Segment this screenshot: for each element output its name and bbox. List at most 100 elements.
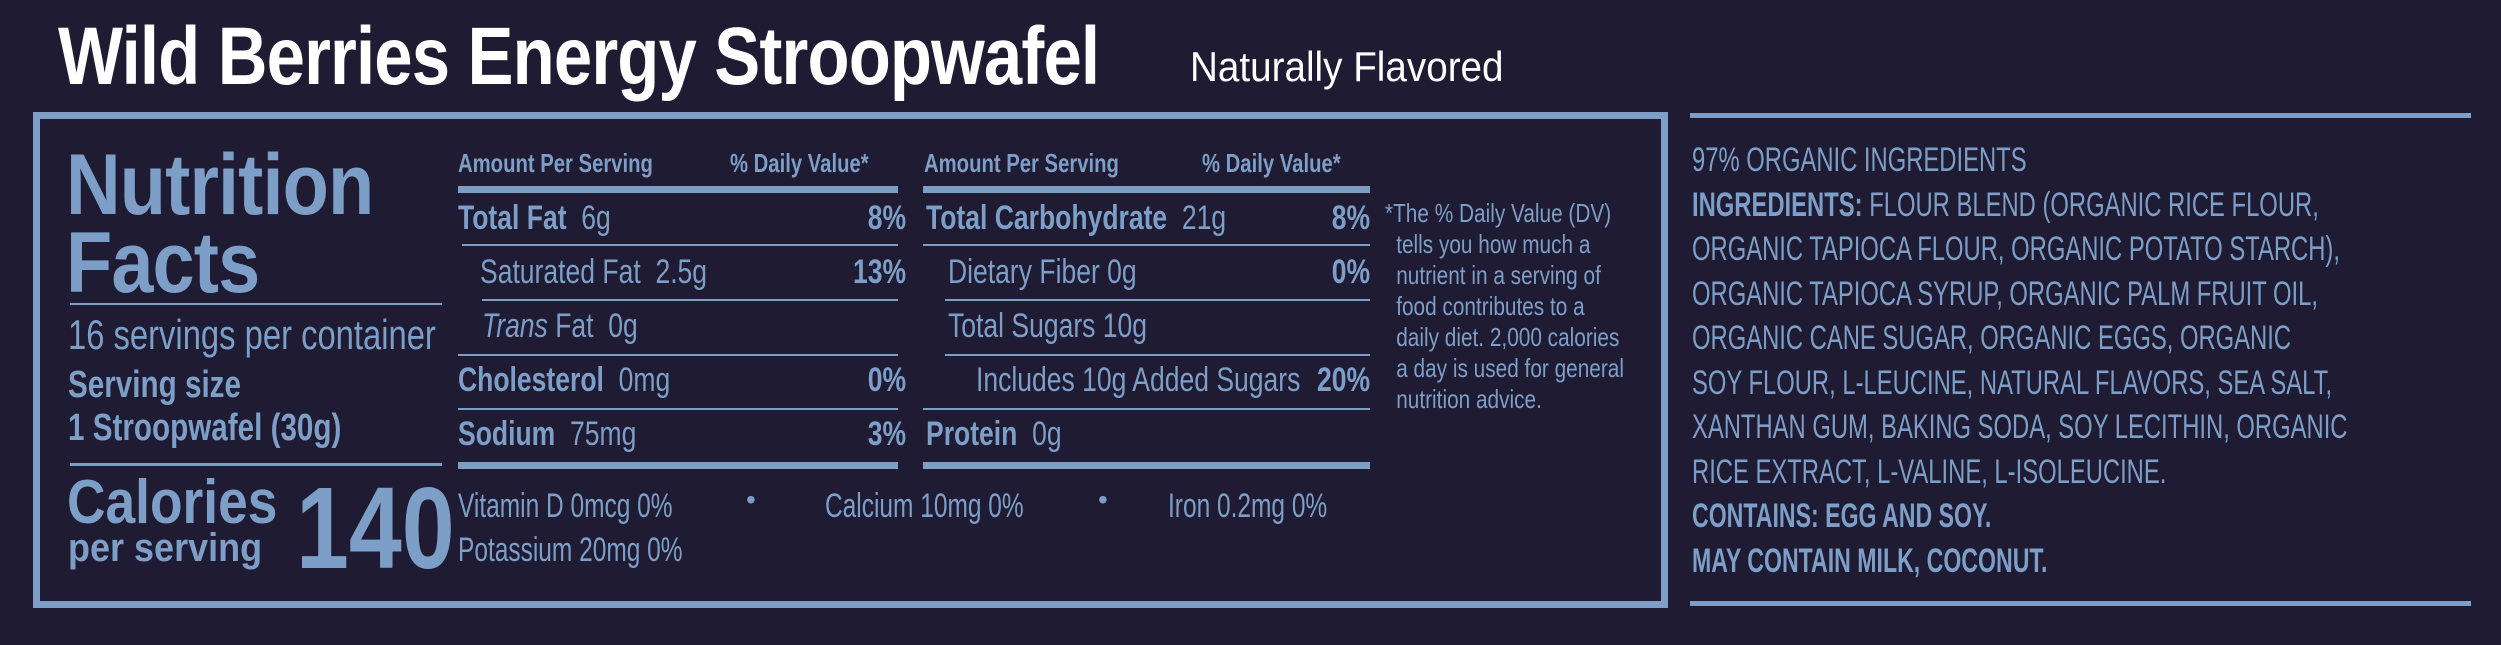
- nutrition-facts-heading: Nutrition Facts: [66, 137, 374, 311]
- nutrient-name: Total Carbohydrate: [926, 199, 1168, 237]
- nutrient-label: Total Sugars 10g: [948, 306, 1147, 346]
- table-row: Protein 0g: [926, 414, 1368, 456]
- potassium: Potassium 20mg 0%: [458, 531, 683, 569]
- divider: [70, 303, 442, 305]
- nutrient-dv: 8%: [867, 199, 906, 237]
- nutrient-label: Dietary Fiber 0g: [948, 252, 1137, 292]
- table-row: Dietary Fiber 0g 0%: [926, 252, 1370, 294]
- header-daily-value: % Daily Value*: [730, 148, 869, 178]
- nutrient-name: Total Sugars: [948, 307, 1096, 345]
- nutrient-amount: 75mg: [569, 415, 637, 453]
- nutrient-amount: 6g: [581, 199, 611, 237]
- footnote-line: a day is used for general: [1396, 353, 1624, 383]
- nutrient-amount: 0g: [1032, 415, 1062, 453]
- nutrient-label: Total Carbohydrate 21g: [926, 198, 1226, 238]
- table-row: Sodium 75mg 3%: [458, 414, 906, 456]
- header-amount-per-serving: Amount Per Serving: [924, 148, 1119, 178]
- serving-size-label: Serving size: [68, 364, 290, 406]
- nutrient-dv: 20%: [1316, 361, 1370, 399]
- nutrient-table-left: Amount Per Serving % Daily Value*: [458, 148, 900, 178]
- table-row: Total Fat 6g 8%: [458, 198, 906, 240]
- row-divider: [462, 244, 898, 246]
- ingredients-panel: 97% ORGANIC INGREDIENTS INGREDIENTS: FLO…: [1692, 138, 2501, 583]
- ingredients-line: INGREDIENTS: FLOUR BLEND (ORGANIC RICE F…: [1692, 183, 2347, 228]
- product-subtitle: Naturally Flavored: [1190, 43, 1504, 90]
- ingredients-line: SOY FLOUR, L-LEUCINE, NATURAL FLAVORS, S…: [1692, 363, 2333, 402]
- vitamin-item: Calcium 10mg 0%: [825, 486, 1101, 526]
- footnote-line: nutrition advice.: [1396, 384, 1542, 414]
- header-daily-value: % Daily Value*: [1202, 148, 1341, 178]
- servings-per-container: 16 servings per container: [68, 312, 540, 358]
- nutrient-amount: 2.5g: [655, 253, 708, 291]
- nutrient-label: Saturated Fat 2.5g: [480, 252, 707, 292]
- serving-size-label-text: Serving size: [68, 364, 241, 406]
- nutrient-dv: 8%: [1331, 199, 1370, 237]
- nutrient-label: Sodium 75mg: [458, 414, 636, 454]
- iron: Iron 0.2mg 0%: [1168, 487, 1328, 525]
- vitamin-item: Iron 0.2mg 0%: [1168, 486, 1389, 526]
- heading-line-1: Nutrition: [66, 137, 374, 233]
- table-row: Trans Fat 0g: [458, 306, 898, 348]
- row-divider: [945, 354, 1370, 356]
- nutrient-label: Trans Fat 0g: [482, 306, 638, 346]
- table-row: Total Carbohydrate 21g 8%: [926, 198, 1370, 240]
- nutrient-name-italic: Trans: [482, 307, 548, 345]
- table-row: Cholesterol 0mg 0%: [458, 360, 906, 402]
- calories-value: 140: [296, 470, 490, 586]
- footnote-line: nutrient in a serving of: [1396, 260, 1601, 290]
- serving-size-value-text: 1 Stroopwafel (30g): [68, 407, 342, 449]
- ingredients-label: INGREDIENTS:: [1692, 185, 1863, 224]
- row-divider: [482, 299, 898, 301]
- vitamin-d: Vitamin D 0mcg 0%: [458, 487, 673, 525]
- nutrient-name: Protein: [926, 415, 1018, 453]
- allergen-may-contain: MAY CONTAIN MILK, COCONUT.: [1692, 541, 2048, 580]
- ingredients-bottom-rule: [1690, 601, 2471, 606]
- nutrient-name: Total Fat: [458, 199, 567, 237]
- footnote-line: *The % Daily Value (DV): [1385, 198, 1612, 228]
- row-divider: [458, 408, 898, 410]
- bullet-separator: •: [746, 484, 756, 515]
- calories-sublabel-text: per serving: [68, 526, 263, 570]
- nutrient-amount: 0mg: [618, 361, 671, 399]
- nutrient-dv: 3%: [867, 415, 906, 453]
- nutrient-name: Sodium: [458, 415, 556, 453]
- header-amount-per-serving: Amount Per Serving: [458, 148, 653, 178]
- footnote-line: food contributes to a: [1396, 291, 1585, 321]
- nutrient-label: Cholesterol 0mg: [458, 360, 670, 400]
- thick-divider: [923, 186, 1370, 193]
- product-name: Wild Berries Energy Stroopwafel: [58, 11, 1100, 102]
- nutrient-label: Protein 0g: [926, 414, 1062, 454]
- ingredients-line: ORGANIC TAPIOCA SYRUP, ORGANIC PALM FRUI…: [1692, 274, 2318, 313]
- nutrient-amount: 0g: [1107, 253, 1137, 291]
- heading-line-2: Facts: [66, 215, 260, 311]
- divider: [70, 463, 442, 466]
- row-divider: [923, 408, 1370, 410]
- thick-divider: [458, 186, 898, 193]
- calcium: Calcium 10mg 0%: [825, 487, 1024, 525]
- calories-number: 140: [296, 463, 455, 593]
- nutrient-amount: 21g: [1181, 199, 1227, 237]
- nutrient-name: Cholesterol: [458, 361, 604, 399]
- ingredients-text: FLOUR BLEND (ORGANIC RICE FLOUR,: [1862, 185, 2319, 224]
- calories-label-text: Calories: [67, 468, 278, 537]
- nutrient-dv: 0%: [867, 361, 906, 399]
- ingredients-top-rule: [1690, 113, 2471, 118]
- bullet-separator: •: [1098, 484, 1108, 515]
- footnote-line: daily diet. 2,000 calories: [1396, 322, 1620, 352]
- product-title: Wild Berries Energy Stroopwafel: [58, 12, 1298, 102]
- nutrition-facts-panel: [33, 112, 1668, 608]
- ingredients-line: ORGANIC CANE SUGAR, ORGANIC EGGS, ORGANI…: [1692, 319, 2292, 357]
- vitamin-item: Potassium 20mg 0%: [458, 530, 770, 570]
- ingredients-line: RICE EXTRACT, L-VALINE, L-ISOLEUCINE.: [1692, 452, 2167, 491]
- nutrient-name: Fat: [555, 307, 594, 345]
- table-row: Total Sugars 10g: [926, 306, 1368, 348]
- thick-divider: [923, 462, 1370, 469]
- servings-text: 16 servings per container: [68, 311, 436, 358]
- nutrient-amount: 10g: [1102, 307, 1148, 345]
- nutrient-amount: 0g: [608, 307, 638, 345]
- nutrient-label: Total Fat 6g: [458, 198, 611, 238]
- nutrient-name: Dietary Fiber: [948, 253, 1100, 291]
- daily-value-footnote: *The % Daily Value (DV) tells you how mu…: [1385, 198, 1684, 415]
- ingredients-line: ORGANIC TAPIOCA FLOUR, ORGANIC POTATO ST…: [1692, 230, 2340, 268]
- nutrient-dv: 0%: [1331, 253, 1370, 291]
